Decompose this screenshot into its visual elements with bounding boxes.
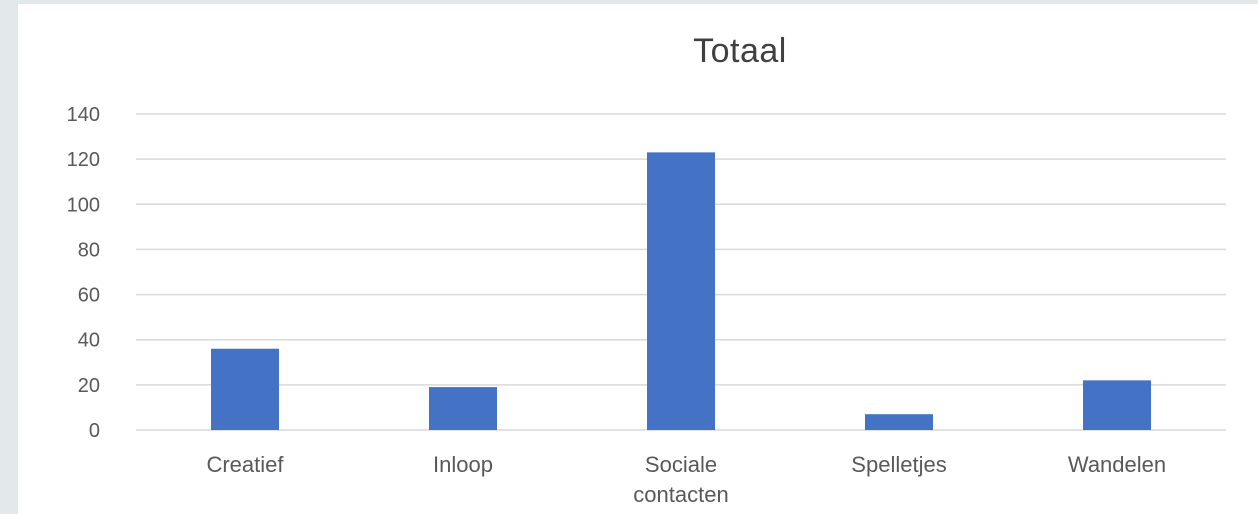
y-tick-label: 20 [78, 375, 100, 397]
y-tick-label: 60 [78, 285, 100, 307]
y-tick-label: 0 [89, 420, 100, 442]
x-tick-label: Sociale [645, 452, 717, 477]
x-tick-label: Spelletjes [851, 452, 946, 477]
x-tick-label: Inloop [433, 452, 493, 477]
chart-title: Totaal [693, 32, 787, 70]
y-tick-label: 100 [67, 194, 100, 216]
bar [1083, 380, 1151, 430]
bar [647, 152, 715, 430]
y-tick-label: 40 [78, 330, 100, 352]
bar [865, 414, 933, 430]
bar [211, 348, 279, 430]
y-tick-label: 140 [67, 104, 100, 126]
x-tick-label: contacten [633, 482, 728, 507]
y-tick-label: 120 [67, 149, 100, 171]
y-axis-ticks: 0 20 40 60 80 100 120 140 [67, 104, 100, 442]
bar [429, 387, 497, 430]
y-tick-label: 80 [78, 239, 100, 261]
bars [211, 152, 1151, 430]
x-tick-label: Creatief [206, 452, 284, 477]
x-tick-label: Wandelen [1068, 452, 1166, 477]
x-axis-labels: Creatief Inloop Sociale contacten Spelletjes… [206, 452, 1166, 507]
